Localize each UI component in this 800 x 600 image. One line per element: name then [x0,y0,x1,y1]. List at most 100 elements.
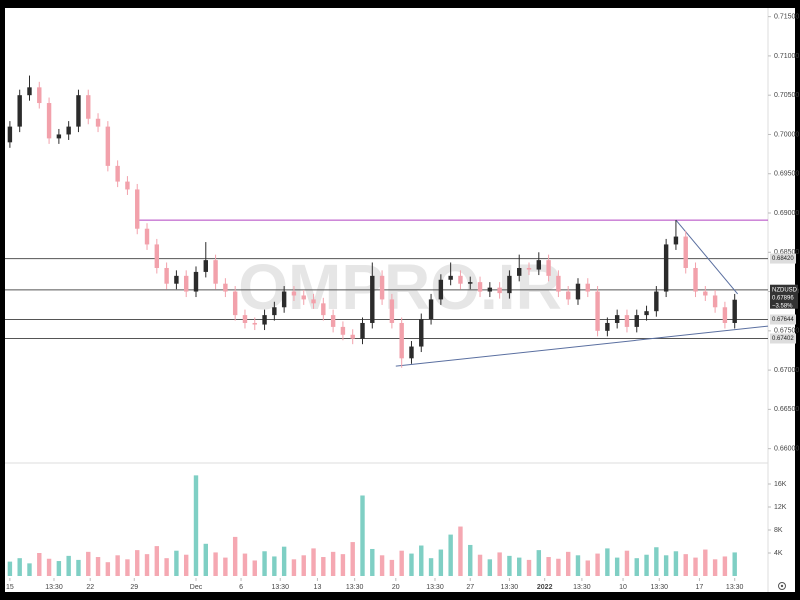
volume-bar [350,542,355,576]
volume-bar [487,559,493,576]
candle-body [291,291,297,296]
volume-bar [438,549,444,576]
volume-bar [605,548,610,576]
trend-line [395,325,769,367]
level-label: 0.67644 [772,317,794,323]
candle-body [76,95,81,127]
candle-body [272,307,277,316]
volume-bar [37,552,42,576]
level-tag [770,253,796,264]
candle-body [595,291,600,331]
volume-bar [379,555,385,576]
volume-bar [252,560,257,576]
volume-bar [17,558,22,576]
volume-bar [663,555,669,576]
volume-bar [154,546,160,576]
volume-bar [428,558,434,576]
candle-body [311,299,316,304]
candle-body [732,299,737,323]
volume-bar [419,545,424,576]
volume-bar [507,555,512,576]
candle-body [321,303,326,316]
candle-body [301,295,306,300]
volume-bar [56,561,62,576]
chart-background [5,8,795,592]
volume-bar [213,552,218,576]
volume-bar [144,554,150,576]
x-tick-label: 13:30 [271,584,289,591]
candle-body [477,282,483,292]
candle-body [428,299,434,320]
volume-bar [614,557,620,576]
y-tick-label: 0.66500 [774,406,799,413]
candle-body [624,315,630,327]
candle-body [565,291,571,300]
candle-body [105,126,111,166]
volume-bar [624,550,630,576]
volume-bar [174,550,179,576]
volume-bar [291,559,297,576]
candle-body [497,287,502,294]
candle-body [448,275,453,280]
volume-bar [183,554,189,576]
volume-bar [644,554,649,576]
candle-body [115,165,120,182]
last-price-label: 0.67896 [772,295,794,301]
candle-body [614,315,620,323]
candle-body [546,260,551,276]
volume-bar [722,556,728,576]
candle-body [135,189,140,229]
level-label: 0.67402 [772,336,794,342]
candle-body [7,126,13,143]
volume-bar [732,552,737,576]
volume-bar [66,555,71,576]
candle-body [252,322,257,325]
volume-bar [272,556,277,576]
candle-body [556,275,561,292]
x-tick-label: 15 [6,584,14,591]
x-tick-label: 29 [130,584,138,591]
symbol-label: NZDUSD [772,287,798,293]
candle-body [144,228,150,245]
volume-bar [330,551,336,576]
volume-bar [556,558,561,576]
x-tick-label: 13:30 [501,584,519,591]
x-tick-label: 13:30 [726,584,744,591]
x-tick-label: 13:30 [651,584,669,591]
candle-body [27,87,32,96]
candle-body [693,267,698,292]
volume-bar [105,562,111,576]
candle-body [203,260,208,272]
candle-body [458,275,463,284]
level-tag [770,314,796,325]
volume-bar [409,553,414,576]
volume-bar [125,559,130,576]
volume-bar [370,548,375,576]
volume-bar [340,554,346,576]
candle-body [86,95,91,119]
volume-bar [673,551,679,576]
candle-body [223,283,228,292]
candle-body [526,267,532,270]
candle-body [517,267,522,276]
candle-body [703,291,708,296]
x-tick-label: 10 [619,584,627,591]
candle-body [605,322,610,331]
candle-body [183,275,189,292]
candle-body [174,275,179,284]
candle-body [644,311,649,316]
settings-icon[interactable] [778,582,786,590]
x-tick-label: 17 [696,584,704,591]
volume-bar [399,550,404,576]
volume-bar [536,550,542,576]
y-tick-label: 0.67000 [774,367,799,374]
volume-bar [281,546,287,576]
candle-body [712,295,718,308]
volume-bar [232,536,238,576]
volume-bar [585,560,590,576]
volume-bar [321,557,326,576]
x-tick-label: Dec [190,584,203,591]
volume-bar [546,557,551,576]
volume-bar [76,559,81,576]
volume-bar [458,526,463,576]
